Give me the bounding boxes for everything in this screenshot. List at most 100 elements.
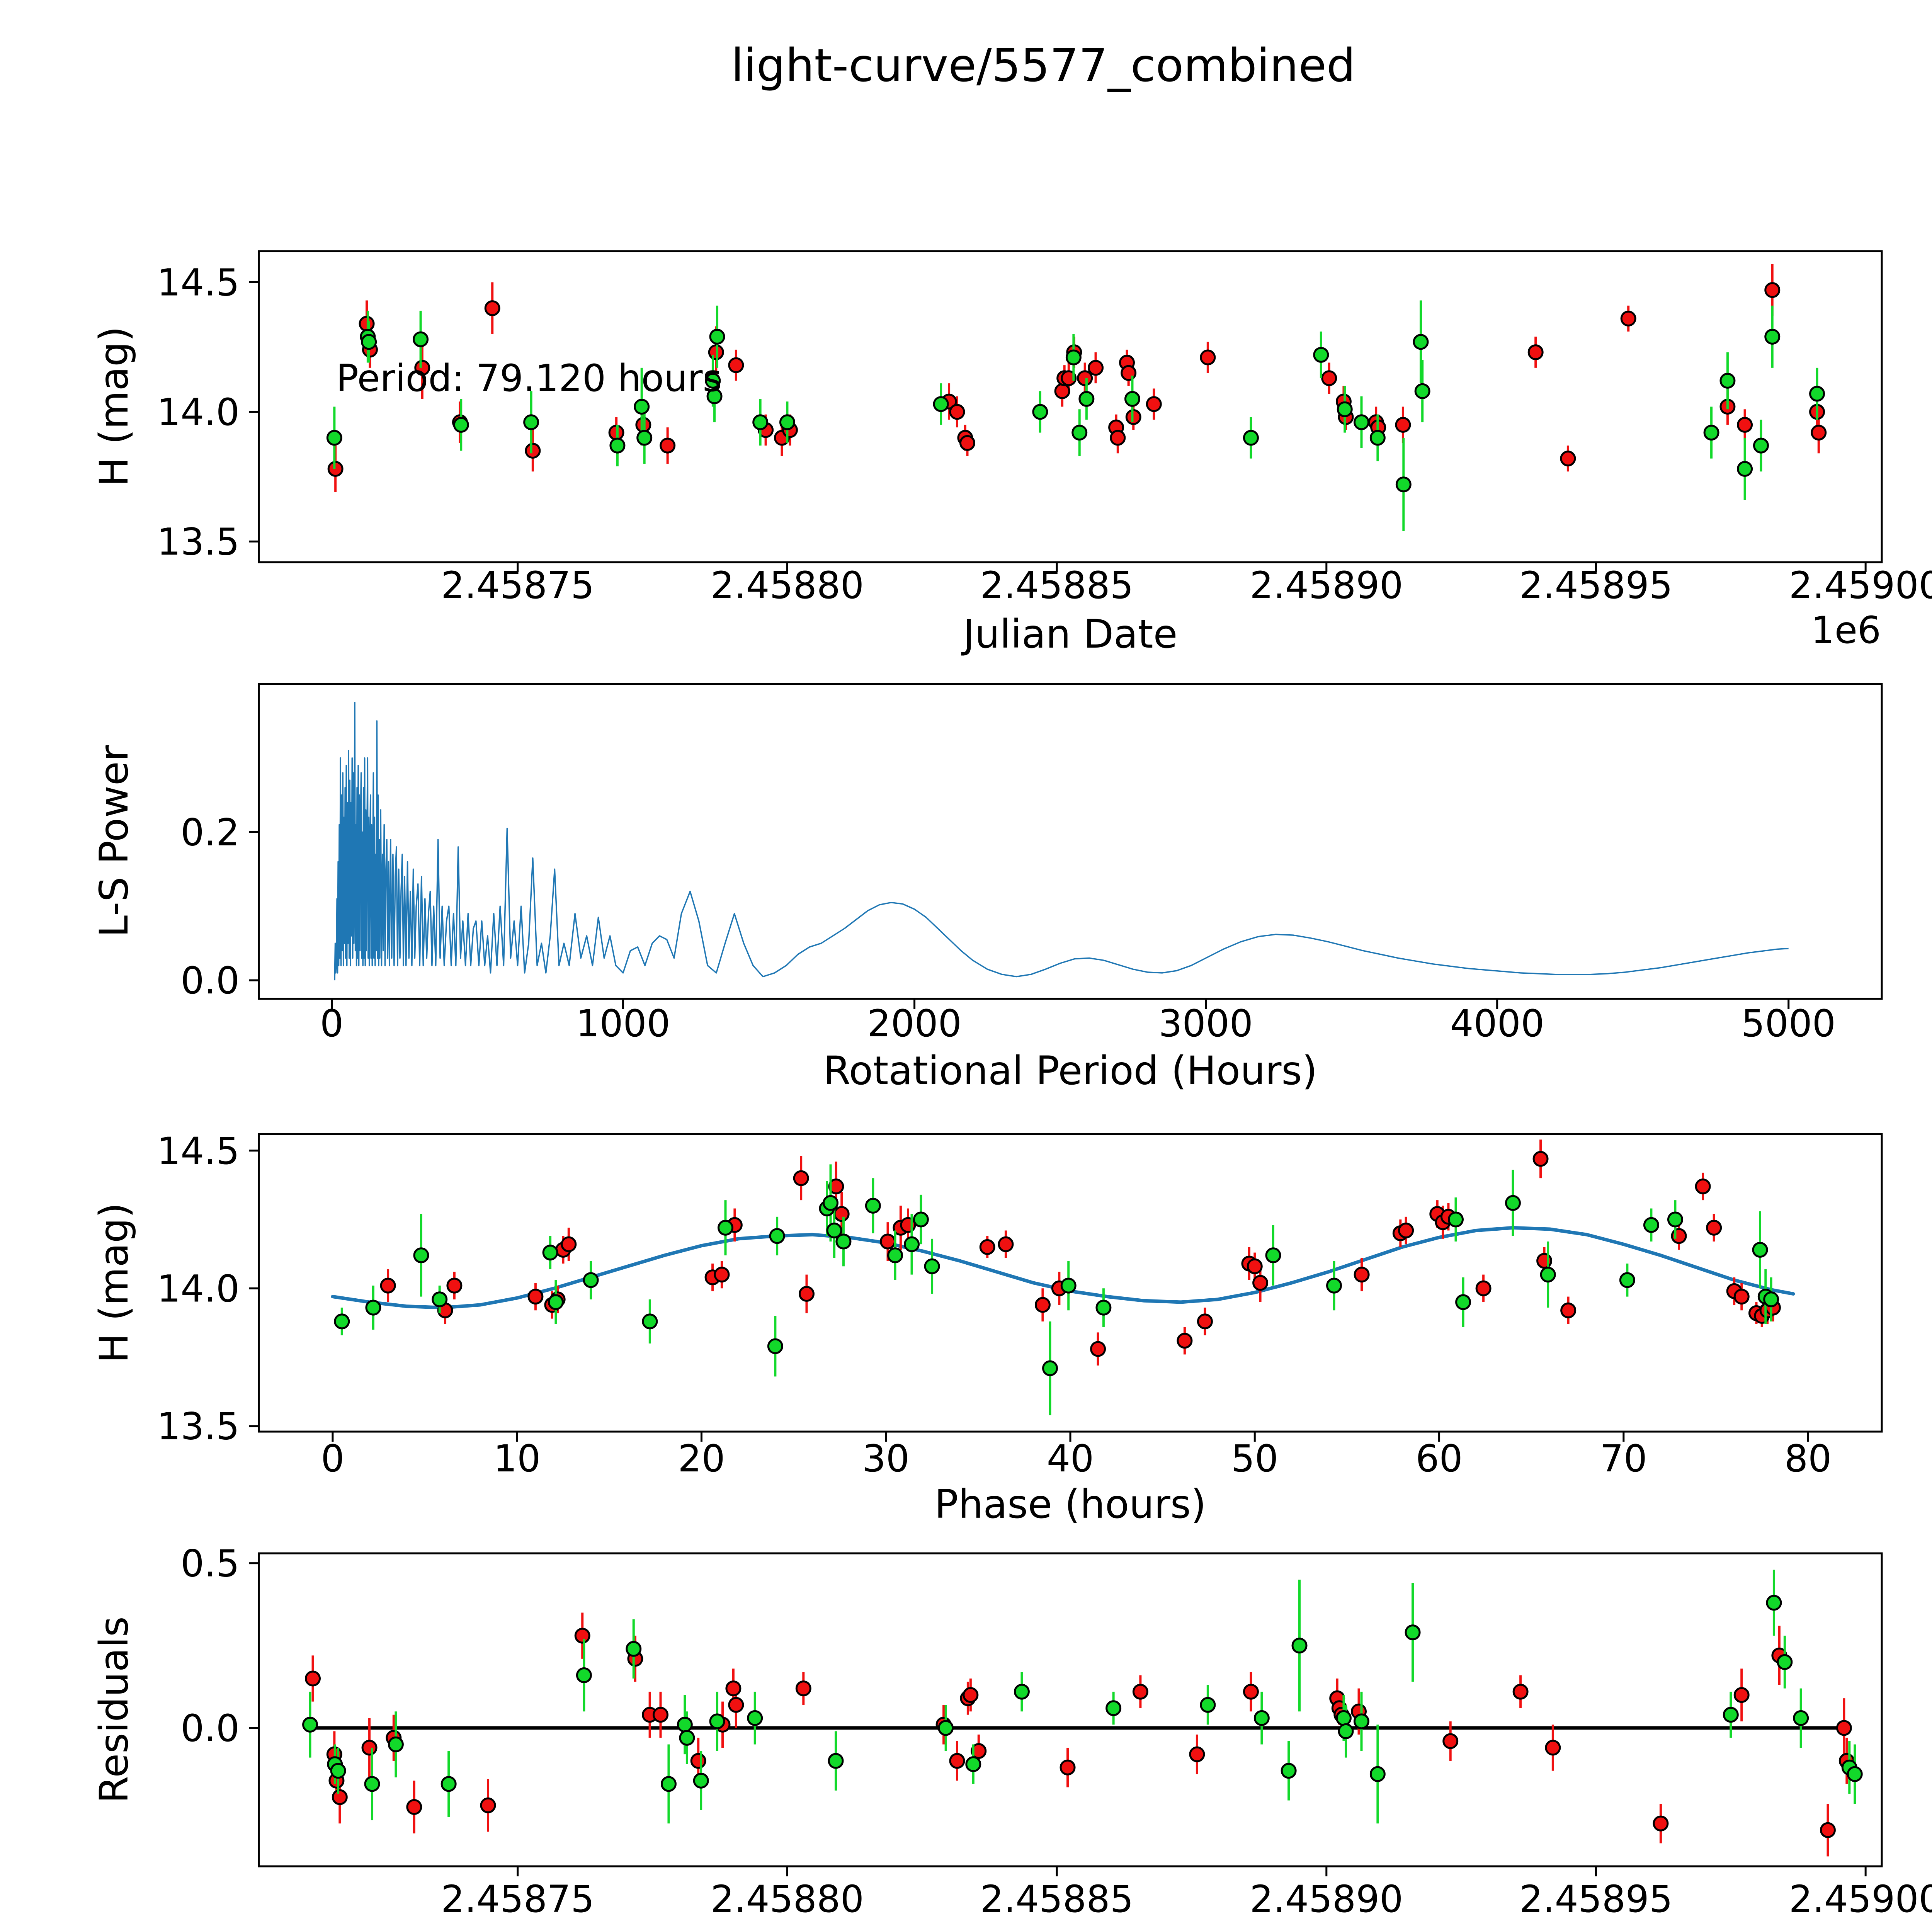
data-point-red: [949, 1753, 965, 1769]
data-point-red: [1532, 1151, 1549, 1167]
data-point-red: [795, 1680, 811, 1697]
plot-residuals: 2.45875 2.45880 2.45885 2.45890 2.45895 2.459…: [180, 1542, 1932, 1921]
data-point-green: [904, 1236, 920, 1252]
data-point-green: [1719, 372, 1736, 389]
y-tick-label: 14.0: [157, 391, 240, 434]
data-point-red: [959, 435, 975, 451]
y-tick-label: 14.0: [157, 1267, 240, 1310]
x-tick-label: 1000: [576, 1002, 670, 1045]
data-point-green: [1619, 1272, 1635, 1288]
xlabel-plot1: Rotational Period (Hours): [823, 1048, 1318, 1094]
data-point-red: [1811, 425, 1827, 441]
data-point-red: [1836, 1720, 1852, 1736]
x-tick-label: 2.45900: [1789, 1878, 1932, 1921]
offset-label-plot0: 1e6: [1811, 609, 1881, 652]
x-tick-label: 2.45890: [1250, 564, 1403, 607]
data-point-green: [1032, 404, 1048, 420]
data-point-red: [1536, 1253, 1553, 1269]
x-tick-label: 70: [1600, 1437, 1647, 1480]
data-point-red: [728, 1697, 744, 1713]
data-point-red: [793, 1170, 809, 1186]
y-tick-label: 0.0: [180, 1707, 240, 1750]
data-point-green: [1105, 1700, 1122, 1716]
data-point-red: [1110, 430, 1126, 446]
data-point-red: [949, 404, 965, 420]
data-point-red: [1737, 417, 1753, 433]
data-point-green: [779, 414, 795, 430]
data-point-green: [1335, 1710, 1352, 1726]
data-point-green: [679, 1730, 695, 1746]
data-point-red: [1132, 1684, 1148, 1700]
data-point-green: [1353, 414, 1369, 430]
y-tick-label: 14.5: [157, 1129, 240, 1173]
data-point-red: [414, 360, 430, 376]
data-point-green: [1414, 383, 1430, 399]
x-tick-label: 10: [493, 1437, 541, 1480]
data-point-green: [1753, 437, 1769, 454]
plot-frame: [258, 1552, 1883, 1867]
data-point-red: [480, 1797, 496, 1813]
data-point-green: [1124, 391, 1140, 407]
data-point-red: [1706, 1219, 1722, 1236]
data-point-green: [432, 1291, 448, 1308]
data-point-green: [865, 1197, 881, 1214]
data-point-green: [636, 430, 653, 446]
ylabel-plot2: H (mag): [91, 1202, 137, 1363]
x-tick-label: 2.45880: [711, 1878, 864, 1921]
data-point-red: [1197, 1313, 1213, 1330]
data-point-red: [963, 1687, 979, 1703]
data-point-red: [1060, 1759, 1076, 1776]
data-point-green: [330, 1763, 346, 1779]
data-point-green: [1337, 401, 1353, 417]
data-point-green: [453, 417, 469, 433]
data-point-green: [965, 1756, 981, 1772]
data-point-red: [1034, 1297, 1051, 1313]
x-tick-label: 80: [1784, 1437, 1832, 1480]
data-point-green: [334, 1313, 350, 1330]
data-point-green: [1313, 347, 1329, 363]
x-tick-label: 5000: [1742, 1002, 1836, 1045]
plot-phase-folded: 0 10 20 30 40 50 60 70 80 13.5 14.0 14.5: [157, 1129, 1883, 1480]
x-tick-label: 20: [678, 1437, 725, 1480]
data-point-red: [1200, 349, 1216, 366]
data-point-green: [1723, 1707, 1739, 1723]
data-point-red: [1475, 1280, 1492, 1296]
data-point-red: [406, 1799, 422, 1815]
x-tick-label: 30: [862, 1437, 910, 1480]
data-point-red: [880, 1233, 896, 1250]
data-point-green: [1643, 1217, 1659, 1233]
data-point-green: [1014, 1684, 1030, 1700]
ylabel-plot1: L-S Power: [91, 745, 137, 937]
data-point-green: [576, 1667, 592, 1683]
x-tick-label: 2.45875: [441, 1878, 594, 1921]
y-tick-label: 13.5: [157, 520, 240, 563]
data-point-red: [527, 1289, 544, 1305]
data-point-red: [833, 1206, 850, 1222]
data-point-red: [574, 1628, 590, 1644]
y-tick-label: 0.5: [180, 1542, 240, 1585]
data-point-green: [1793, 1710, 1809, 1726]
data-point-green: [1369, 430, 1386, 446]
data-point-green: [828, 1753, 844, 1769]
data-point-green: [1413, 334, 1429, 350]
x-tick-label: 2.45880: [711, 564, 864, 607]
data-point-red: [1077, 370, 1093, 386]
data-point-green: [938, 1720, 954, 1736]
data-point-green: [752, 414, 769, 430]
data-point-red: [1527, 344, 1544, 361]
data-point-red: [828, 1178, 844, 1194]
plot-periodogram: 0 1000 2000 3000 4000 5000 0.0 0.2: [180, 683, 1883, 1045]
x-tick-label: 4000: [1450, 1002, 1544, 1045]
data-point-green: [1095, 1299, 1112, 1316]
data-point-red: [1560, 1302, 1577, 1318]
data-point-red: [714, 1267, 730, 1283]
xlabel-plot2: Phase (hours): [934, 1481, 1206, 1527]
data-point-red: [1243, 1684, 1259, 1700]
data-point-green: [835, 1233, 852, 1250]
data-point-green: [1291, 1638, 1308, 1654]
plot-frame: [258, 250, 1883, 563]
data-point-red: [660, 437, 676, 454]
data-point-green: [609, 437, 626, 454]
data-point-green: [1766, 1595, 1782, 1611]
